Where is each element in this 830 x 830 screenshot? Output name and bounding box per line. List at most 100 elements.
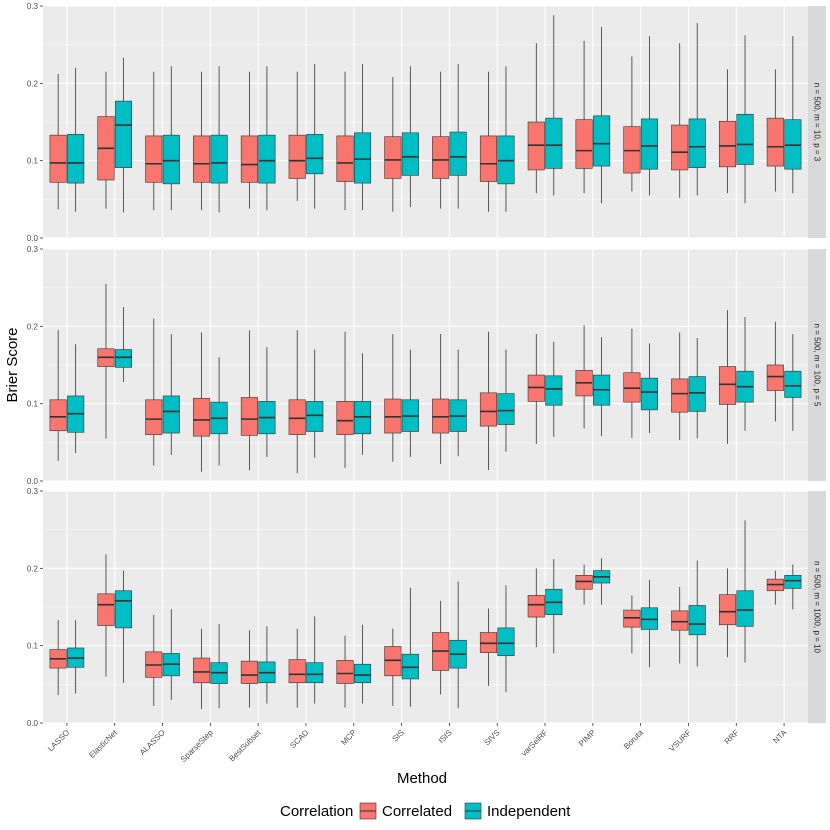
y-tick-label: 0.3 bbox=[27, 487, 39, 496]
box-correlated-elasticnet bbox=[97, 554, 115, 677]
iqr-box bbox=[671, 610, 689, 631]
iqr-box bbox=[766, 117, 784, 167]
iqr-box bbox=[145, 399, 163, 435]
box-independent-alasso bbox=[162, 334, 180, 455]
iqr-box bbox=[432, 136, 450, 179]
legend-label-independent: Independent bbox=[487, 803, 571, 820]
facet-strip-label: n = 500, m = 10, p = 3 bbox=[813, 83, 822, 162]
x-tick-label: SIVS bbox=[482, 728, 501, 747]
facet-strip-label: n = 500, m = 1000, p = 10 bbox=[813, 561, 822, 653]
box-independent-nta bbox=[784, 334, 802, 431]
box-correlated-nta bbox=[766, 69, 784, 192]
panel-3: 0.0 0.1 0.2 0.3 n = 500, m = 1000, p = 10 bbox=[27, 487, 826, 728]
iqr-box bbox=[288, 659, 306, 684]
box-independent-sis bbox=[401, 349, 419, 458]
iqr-box bbox=[114, 349, 133, 368]
box-independent-rrf bbox=[736, 317, 754, 431]
box-independent-bestsubset bbox=[258, 626, 276, 704]
x-tick-label: ISIS bbox=[437, 728, 454, 745]
box-correlated-boruta bbox=[623, 328, 641, 438]
iqr-box bbox=[688, 605, 706, 636]
iqr-box bbox=[545, 375, 563, 406]
box-correlated-lasso bbox=[49, 74, 67, 210]
box-independent-lasso bbox=[67, 620, 85, 694]
y-tick-label: 0.0 bbox=[27, 234, 39, 243]
y-tick-label: 0.3 bbox=[27, 2, 39, 11]
iqr-box bbox=[258, 134, 276, 184]
box-independent-sparsestep bbox=[210, 624, 228, 709]
box-independent-bestsubset bbox=[258, 66, 276, 211]
iqr-box bbox=[640, 118, 658, 170]
box-correlated-sparsestep bbox=[193, 71, 211, 211]
iqr-box bbox=[240, 135, 258, 183]
box-independent-rrf bbox=[736, 520, 754, 663]
iqr-box bbox=[671, 124, 689, 171]
box-correlated-mcp bbox=[336, 331, 354, 468]
iqr-box bbox=[145, 135, 163, 183]
box-correlated-mcp bbox=[336, 635, 354, 708]
box-independent-varselrf bbox=[545, 341, 563, 437]
box-independent-boruta bbox=[640, 36, 658, 196]
y-tick-label: 0.2 bbox=[27, 322, 39, 331]
x-tick-label: BestSubset bbox=[227, 728, 263, 764]
box-correlated-alasso bbox=[145, 318, 163, 466]
facet-strip bbox=[808, 491, 826, 723]
x-tick-label: SCAD bbox=[288, 728, 310, 750]
panels-layer: 0.0 0.1 0.2 0.3 n = 500, m = 10, p = 3 0.0 0.1… bbox=[27, 2, 826, 728]
iqr-box bbox=[67, 134, 85, 184]
box-independent-elasticnet bbox=[114, 570, 133, 683]
iqr-box bbox=[671, 378, 689, 413]
box-correlated-elasticnet bbox=[97, 71, 115, 209]
iqr-box bbox=[718, 120, 737, 168]
box-correlated-nta bbox=[766, 570, 784, 605]
box-correlated-boruta bbox=[623, 56, 641, 192]
box-independent-mcp bbox=[353, 353, 372, 455]
box-correlated-bestsubset bbox=[240, 630, 258, 708]
x-tick-label: NTA bbox=[771, 728, 789, 746]
y-tick-label: 0.0 bbox=[27, 719, 39, 728]
box-independent-sis bbox=[401, 66, 419, 208]
box-correlated-nta bbox=[766, 321, 784, 422]
iqr-box bbox=[784, 370, 802, 398]
iqr-box bbox=[479, 135, 498, 182]
iqr-box bbox=[240, 660, 258, 684]
y-tick-label: 0.1 bbox=[27, 642, 39, 651]
y-tick-label: 0.3 bbox=[27, 245, 39, 254]
iqr-box bbox=[784, 574, 802, 589]
iqr-box bbox=[114, 590, 133, 629]
box-independent-sivs bbox=[497, 349, 515, 452]
box-independent-pimp bbox=[593, 558, 611, 605]
iqr-box bbox=[336, 135, 354, 182]
box-independent-lasso bbox=[67, 344, 85, 454]
box-independent-vsurf bbox=[688, 23, 706, 196]
x-tick-label: Boruta bbox=[622, 728, 645, 751]
iqr-box bbox=[640, 377, 658, 411]
x-axis-title: Method bbox=[397, 770, 447, 787]
box-independent-isis bbox=[449, 581, 467, 709]
box-correlated-varselrf bbox=[527, 568, 545, 648]
box-correlated-vsurf bbox=[671, 43, 689, 198]
box-independent-isis bbox=[449, 64, 467, 209]
box-correlated-lasso bbox=[49, 330, 67, 461]
iqr-box bbox=[240, 397, 258, 436]
x-tick-label: SparseStep bbox=[179, 728, 215, 764]
box-correlated-bestsubset bbox=[240, 71, 258, 209]
box-independent-scad bbox=[306, 349, 324, 458]
x-axis: LASSO ElasticNet ALASSO SparseStep BestSubse… bbox=[46, 723, 789, 764]
y-tick-label: 0.2 bbox=[27, 564, 39, 573]
iqr-box bbox=[49, 399, 67, 432]
iqr-box bbox=[545, 117, 563, 169]
box-independent-pimp bbox=[593, 337, 611, 437]
iqr-box bbox=[736, 113, 754, 165]
iqr-box bbox=[449, 131, 467, 176]
box-correlated-lasso bbox=[49, 620, 67, 696]
box-correlated-sivs bbox=[479, 608, 498, 686]
box-independent-mcp bbox=[353, 64, 372, 211]
iqr-box bbox=[336, 401, 354, 435]
box-independent-lasso bbox=[67, 67, 85, 212]
x-tick-label: VSURF bbox=[667, 728, 693, 754]
box-independent-scad bbox=[306, 64, 324, 209]
box-correlated-sis bbox=[384, 628, 402, 706]
iqr-box bbox=[575, 119, 593, 169]
iqr-box bbox=[497, 627, 515, 657]
